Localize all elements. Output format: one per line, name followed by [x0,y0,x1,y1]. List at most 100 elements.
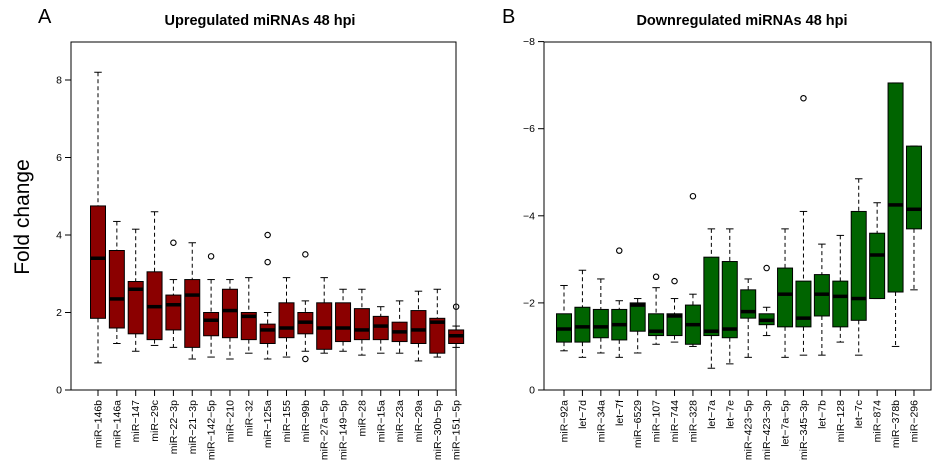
category-label: miR−99b [300,400,312,442]
box-body [335,302,352,343]
category-label: let−7a [706,400,718,429]
box-10: miR−423−5p [740,278,757,460]
box-body [777,267,794,328]
box-19: miR−151−5p [448,303,465,460]
category-label: miR−146b [93,400,105,448]
y-axis: 0 −2 −4 −6 −8 [523,36,544,397]
box-body [353,308,370,341]
box-11: miR−423−3p [758,264,775,460]
outlier-point [616,247,623,254]
box-body [429,317,446,354]
category-label: miR−27a−5p [319,400,331,460]
box-4: miR−6529 [629,298,646,448]
y-axis: 0 2 4 6 8 [56,75,71,397]
category-label: miR−125a [262,400,274,448]
box-body [316,302,333,350]
box-2: miR−147 [127,228,144,442]
box-body [221,288,238,339]
category-label: miR−142−5p [206,400,218,460]
box-0: miR−92a [556,284,572,442]
box-body [832,280,849,328]
box-10: miR−155 [278,277,295,442]
category-label: miR−128 [835,400,847,442]
y-tick-label: 4 [56,230,62,242]
box-body [574,306,591,343]
category-label: miR−34a [595,400,607,442]
box-body [184,279,201,348]
box-16: miR−23a [391,300,408,442]
box-body [850,210,867,321]
box-2: miR−34a [592,278,609,442]
box-14: miR−28 [353,288,370,437]
box-8: let−7a [703,228,720,429]
category-label: miR−874 [872,400,884,442]
box-8: miR−32 [240,277,257,436]
category-label: miR−107 [651,400,663,442]
panel-b-letter: B [502,6,515,28]
outlier-point [207,253,215,260]
box-13: miR−345−3p [795,94,812,460]
outlier-point [652,273,660,281]
box-body [721,261,738,339]
box-body [905,145,922,230]
category-label: miR−21−3p [187,400,199,454]
box-body [165,294,182,331]
box-body [278,302,295,339]
category-label: miR−92a [559,400,571,442]
category-label: miR−423−3p [761,400,773,460]
box-6: miR−744 [666,277,683,442]
panel-a: A Upregulated miRNAs 48 hpi Fold change … [11,6,465,460]
box-5: miR−21−3p [184,242,201,454]
category-label: miR−149−5p [338,400,350,460]
category-label: miR−28 [356,400,368,437]
box-1: let−7d [574,269,591,429]
box-18: miR−378b [887,82,904,448]
category-label: miR−30b−5p [432,400,444,460]
panel-b-title: Downregulated miRNAs 48 hpi [636,13,847,29]
panel-a-plot-frame [70,41,457,391]
category-label: miR−151−5p [451,400,463,460]
box-3: let−7f [611,247,628,426]
category-label: miR−23a [394,400,406,442]
box-body [869,232,886,300]
y-tick-label: −6 [523,123,535,135]
category-label: miR−423−5p [743,400,755,460]
box-body [203,312,220,337]
outlier-point [302,355,309,363]
panel-b: B Downregulated miRNAs 48 hpi 0 −2 −4 −6 −8 m… [502,6,932,460]
box-16: let−7c [850,178,867,428]
category-label: miR−15a [375,400,387,442]
box-body [259,323,276,344]
box-3: miR−29c [146,211,163,442]
panel-b-plot-area: 0 −2 −4 −6 −8 miR−92a let−7d miR−34a let−7f miR−6… [523,36,922,460]
outlier-point [671,277,678,285]
y-tick-label: −2 [523,297,535,309]
outlier-point [264,231,271,239]
box-1: miR−146a [108,220,125,448]
box-body [666,313,683,337]
category-label: let−7f [614,400,626,426]
y-tick-label: 0 [56,385,62,397]
box-12: miR−27a−5p [316,277,333,460]
box-0: miR−146b [90,71,106,448]
box-18: miR−30b−5p [429,288,446,460]
category-label: miR−29c [149,400,161,442]
category-label: miR−155 [281,400,293,442]
box-body [372,315,389,341]
outlier-point [170,239,177,247]
outlier-point [264,258,271,266]
category-label: miR−22−3p [168,400,180,454]
y-tick-label: 2 [56,307,62,319]
box-body [127,281,144,335]
box-7: miR−328 [684,192,701,442]
category-label: miR−29a [413,400,425,442]
outlier-point [689,192,697,200]
category-label: miR−147 [130,400,142,442]
box-15: miR−15a [372,306,389,442]
box-body [740,289,757,319]
box-11: miR−99b [297,251,314,442]
box-body [410,310,427,344]
box-body [629,302,646,332]
box-body [592,308,609,339]
